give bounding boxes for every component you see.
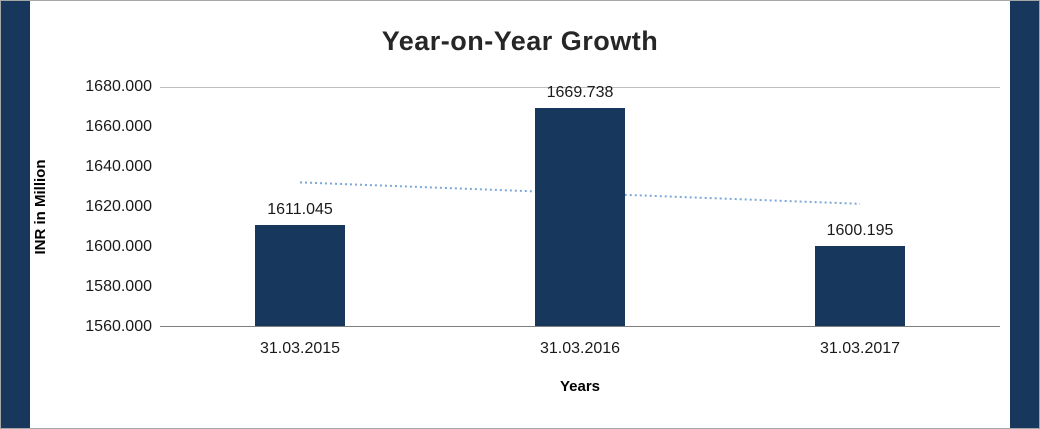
bar-31.03.2015 <box>255 224 345 326</box>
data-label: 1600.195 <box>826 222 894 240</box>
x-axis-tick-label: 31.03.2015 <box>259 340 341 357</box>
data-label: 1611.045 <box>267 200 333 218</box>
bar-slot: 1669.738 <box>440 84 720 326</box>
y-axis-tick-labels: 1560.000 1580.000 1600.000 1620.000 1640.000… <box>60 78 152 335</box>
x-axis-tick-label: 31.03.2017 <box>819 340 901 357</box>
bar-series: 1611.045 1669.738 1600.195 <box>160 84 1000 326</box>
y-axis-tick-label: 1640.000 <box>85 157 152 175</box>
bar-31.03.2016 <box>535 108 625 326</box>
bar-slot: 1600.195 <box>720 88 1000 326</box>
y-axis-title: INR in Million <box>32 159 49 255</box>
data-label: 1669.738 <box>546 84 614 102</box>
y-axis-tick-label: 1600.000 <box>85 237 152 255</box>
x-axis-tick-label: 31.03.2016 <box>539 340 621 357</box>
y-axis-tick-label: 1660.000 <box>85 117 152 135</box>
chart-title: Year-on-Year Growth <box>381 26 659 56</box>
x-axis-title: Years <box>559 378 601 395</box>
left-accent-strip <box>1 1 30 428</box>
y-axis-tick-label: 1560.000 <box>85 318 152 335</box>
y-axis-tick-label: 1680.000 <box>85 78 152 95</box>
bar-slot: 1611.045 <box>160 88 440 326</box>
right-accent-strip <box>1010 1 1039 428</box>
bar-31.03.2017 <box>815 246 905 326</box>
y-axis-tick-label: 1620.000 <box>85 198 152 215</box>
y-axis-tick-label: 1580.000 <box>85 278 152 295</box>
x-axis-tick-labels: 31.03.2015 31.03.2016 31.03.2017 <box>160 340 1000 358</box>
plot-area: 1611.045 1669.738 1600.195 <box>160 84 1000 327</box>
